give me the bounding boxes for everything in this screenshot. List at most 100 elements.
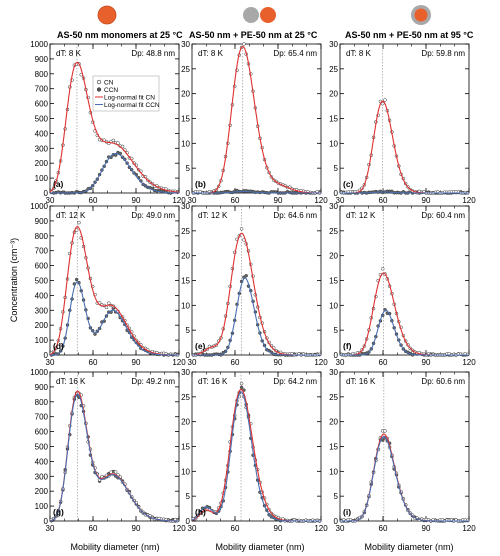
- ps-particle-icon: [243, 7, 259, 23]
- x-axis-label-1: Mobility diameter (nm): [70, 542, 159, 552]
- y-tick-label: 15: [181, 115, 190, 124]
- x-tick-label: 90: [132, 358, 141, 367]
- dt-label: dT: 16 K: [198, 377, 228, 386]
- cn-point: [380, 267, 385, 271]
- y-tick-label: 500: [35, 443, 49, 452]
- cn-point: [380, 101, 385, 106]
- cn-point: [383, 98, 387, 102]
- x-tick-label: 60: [231, 524, 240, 533]
- legend-cn-fit-label: Log-normal fit CN: [104, 94, 155, 101]
- x-tick-label: 30: [46, 524, 55, 533]
- dt-label: dT: 12 K: [198, 211, 228, 220]
- y-tick-label: 700: [35, 247, 49, 256]
- y-tick-label: 0: [334, 189, 339, 198]
- y-tick-label: 25: [329, 227, 338, 236]
- y-tick-label: 10: [181, 301, 190, 310]
- x-tick-label: 60: [89, 524, 98, 533]
- dp-label: Dp: 60.6 nm: [421, 377, 465, 386]
- y-tick-label: 15: [181, 277, 190, 286]
- legend-cn-label: CN: [104, 79, 114, 86]
- x-tick-label: 120: [462, 524, 476, 533]
- y-tick-label: 5: [186, 326, 191, 335]
- panel-label: (i): [343, 507, 351, 517]
- panel-label: (d): [53, 341, 64, 351]
- column-title-2: AS-50 nm + PE-50 nm at 25 °C: [189, 30, 318, 40]
- legend-ccn-fit-label: Log-normal fit CCN: [104, 102, 160, 109]
- ccn-fit-line: [192, 190, 321, 194]
- y-tick-label: 15: [329, 277, 338, 286]
- y-tick-label: 0: [186, 189, 191, 198]
- y-tick-label: 0: [44, 189, 49, 198]
- am-particle-icon: [260, 7, 276, 23]
- plot-frame: [49, 43, 180, 194]
- dp-label: Dp: 49.0 nm: [131, 211, 175, 220]
- y-tick-label: 900: [35, 217, 49, 226]
- y-tick-label: 10: [181, 467, 190, 476]
- x-tick-label: 30: [188, 196, 197, 205]
- y-tick-label: 10: [329, 301, 338, 310]
- x-tick-label: 120: [314, 358, 328, 367]
- ccn-fit-line: [49, 393, 180, 522]
- x-tick-label: 90: [132, 524, 141, 533]
- dp-label: Dp: 59.8 nm: [421, 49, 465, 58]
- ccn-fit-line: [192, 277, 321, 356]
- panel-a: 30 60 90 120 0 100 200 300 400 500 600 700 800 900 100…: [30, 40, 186, 205]
- x-tick-label: 30: [46, 358, 55, 367]
- column-icons: [97, 5, 431, 25]
- x-tick-label: 60: [89, 358, 98, 367]
- plot-frame: [339, 205, 470, 356]
- y-tick-label: 200: [35, 487, 49, 496]
- legend: CN CCN Log-normal fit CN Log-normal fit …: [92, 75, 160, 112]
- cn-point: [239, 227, 244, 231]
- y-tick-label: 10: [329, 139, 338, 148]
- ccn-fit-line: [191, 391, 321, 522]
- x-tick-label: 30: [336, 524, 345, 533]
- ccn-point: [74, 277, 79, 282]
- plot-frame: [191, 205, 322, 356]
- y-tick-label: 800: [35, 232, 49, 241]
- y-axis-label: Concentration (cm⁻³): [9, 238, 19, 322]
- x-tick-label: 90: [274, 196, 283, 205]
- y-tick-label: 25: [181, 227, 190, 236]
- y-tick-label: 30: [181, 368, 190, 377]
- cn-point: [120, 144, 125, 149]
- x-tick-label: 60: [379, 196, 388, 205]
- column-title-1: AS-50 nm monomers at 25 °C: [57, 30, 183, 40]
- ccn-fit-line: [340, 191, 469, 194]
- dp-label: Dp: 64.6 nm: [273, 211, 317, 220]
- dp-label: Dp: 65.4 nm: [273, 49, 317, 58]
- y-tick-label: 500: [35, 115, 49, 124]
- x-tick-label: 60: [379, 524, 388, 533]
- y-tick-label: 700: [35, 85, 49, 94]
- x-tick-label: 90: [422, 524, 431, 533]
- cn-fit-line: [340, 272, 469, 356]
- dt-label: dT: 12 K: [56, 211, 86, 220]
- x-tick-label: 120: [172, 524, 186, 533]
- panel-f: 30 60 90 120 0 5 10 15 20 25 30 dT: 12 K Dp: 60.4 nm…: [329, 202, 476, 367]
- x-tick-label: 90: [422, 358, 431, 367]
- y-tick-label: 600: [35, 262, 49, 271]
- y-tick-label: 10: [329, 467, 338, 476]
- y-tick-label: 900: [35, 55, 49, 64]
- cn-point: [107, 301, 111, 305]
- y-tick-label: 0: [186, 351, 191, 360]
- legend-ccn-marker: [96, 87, 102, 92]
- dt-label: dT: 16 K: [56, 377, 86, 386]
- panel-g: 30 60 90 120 0 100 200 300 400 500 600 700 800 900 100…: [30, 368, 186, 533]
- y-tick-label: 5: [186, 492, 191, 501]
- y-tick-label: 100: [35, 502, 49, 511]
- y-tick-label: 20: [181, 252, 190, 261]
- y-tick-label: 400: [35, 291, 49, 300]
- plot-frame: [49, 371, 180, 522]
- y-tick-label: 20: [181, 418, 190, 427]
- panel-label: (g): [53, 507, 64, 517]
- panel-label: (f): [343, 341, 352, 351]
- x-axis-label-2: Mobility diameter (nm): [215, 542, 304, 552]
- y-tick-label: 0: [44, 351, 49, 360]
- y-tick-label: 5: [334, 492, 339, 501]
- y-tick-label: 300: [35, 472, 49, 481]
- plot-frame: [191, 371, 322, 522]
- ccn-fit-line: [340, 436, 469, 522]
- x-tick-label: 30: [336, 358, 345, 367]
